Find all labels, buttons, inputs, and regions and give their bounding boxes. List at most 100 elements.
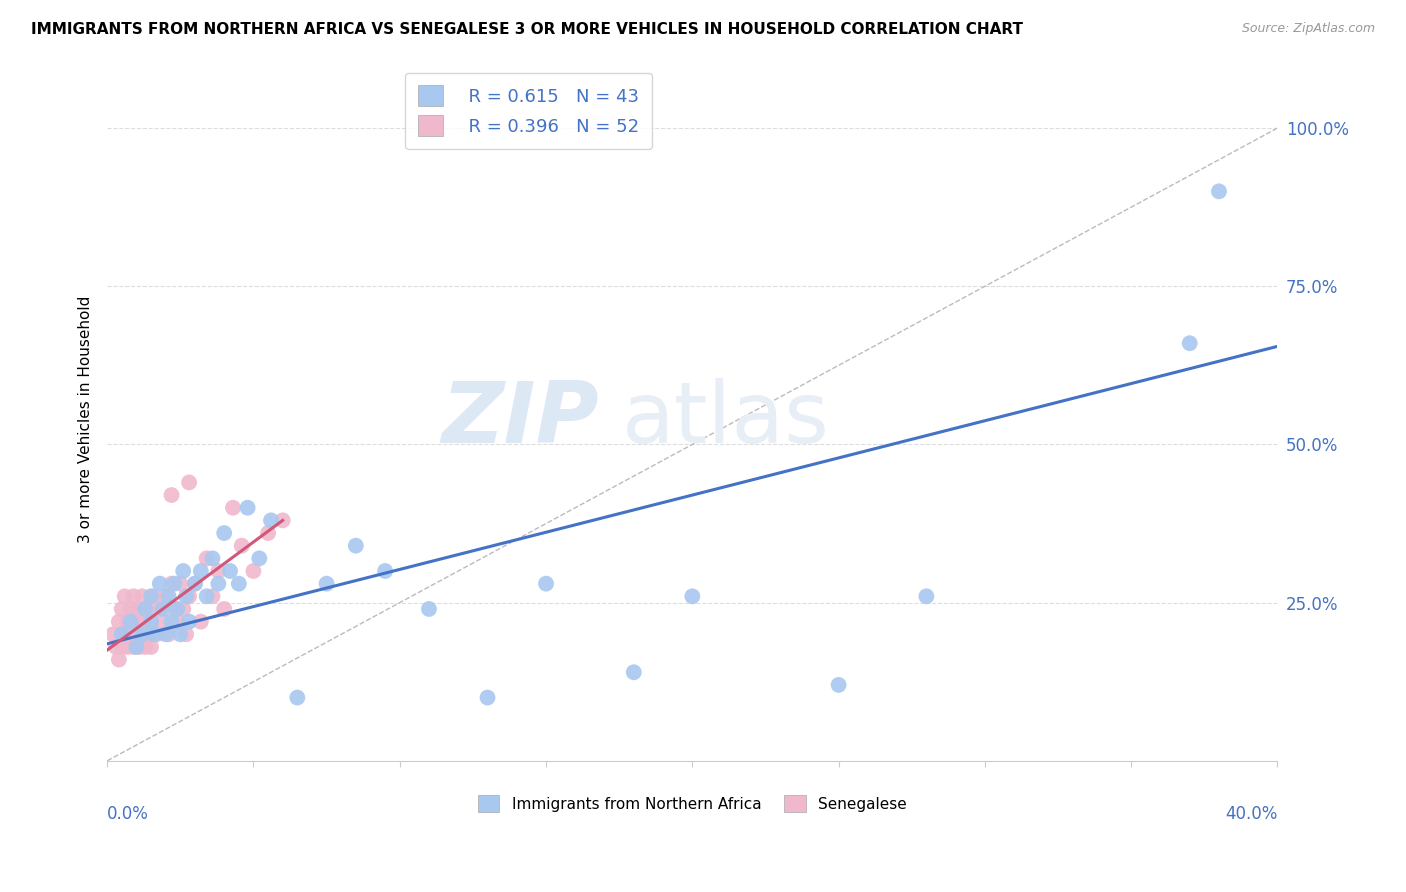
- Point: [1208, 185, 1230, 199]
- Point: [163, 602, 186, 616]
- Point: [125, 627, 148, 641]
- Point: [157, 627, 180, 641]
- Point: [166, 615, 188, 629]
- Y-axis label: 3 or more Vehicles in Household: 3 or more Vehicles in Household: [79, 295, 93, 543]
- Point: [139, 640, 162, 654]
- Point: [104, 640, 127, 654]
- Point: [134, 602, 156, 616]
- Point: [344, 539, 367, 553]
- Point: [534, 576, 557, 591]
- Point: [108, 615, 131, 629]
- Point: [131, 615, 153, 629]
- Point: [149, 602, 172, 616]
- Point: [120, 602, 142, 616]
- Point: [623, 665, 645, 680]
- Point: [114, 627, 136, 641]
- Point: [128, 615, 150, 629]
- Point: [681, 590, 703, 604]
- Point: [374, 564, 396, 578]
- Point: [271, 513, 294, 527]
- Point: [122, 590, 145, 604]
- Text: 40.0%: 40.0%: [1225, 805, 1278, 823]
- Point: [108, 652, 131, 666]
- Point: [236, 500, 259, 515]
- Point: [122, 640, 145, 654]
- Point: [117, 640, 139, 654]
- Point: [152, 615, 174, 629]
- Point: [111, 640, 134, 654]
- Point: [177, 590, 200, 604]
- Point: [160, 615, 183, 629]
- Point: [166, 602, 188, 616]
- Point: [257, 526, 280, 541]
- Point: [195, 551, 218, 566]
- Point: [477, 690, 499, 705]
- Point: [131, 590, 153, 604]
- Point: [172, 564, 194, 578]
- Point: [174, 627, 197, 641]
- Point: [190, 615, 212, 629]
- Point: [143, 627, 166, 641]
- Point: [260, 513, 283, 527]
- Point: [169, 627, 191, 641]
- Point: [195, 590, 218, 604]
- Point: [134, 602, 156, 616]
- Point: [155, 590, 177, 604]
- Point: [177, 475, 200, 490]
- Point: [915, 590, 938, 604]
- Point: [285, 690, 308, 705]
- Point: [139, 615, 162, 629]
- Point: [1178, 336, 1201, 351]
- Point: [111, 602, 134, 616]
- Point: [120, 627, 142, 641]
- Point: [212, 526, 235, 541]
- Point: [201, 551, 224, 566]
- Point: [149, 576, 172, 591]
- Point: [184, 576, 207, 591]
- Text: ZIP: ZIP: [441, 377, 599, 460]
- Point: [207, 564, 229, 578]
- Point: [160, 576, 183, 591]
- Point: [247, 551, 270, 566]
- Point: [201, 590, 224, 604]
- Point: [136, 602, 159, 616]
- Text: Source: ZipAtlas.com: Source: ZipAtlas.com: [1241, 22, 1375, 36]
- Point: [242, 564, 264, 578]
- Legend: Immigrants from Northern Africa, Senegalese: Immigrants from Northern Africa, Senegal…: [468, 786, 915, 822]
- Point: [212, 602, 235, 616]
- Point: [131, 627, 153, 641]
- Point: [139, 615, 162, 629]
- Point: [125, 640, 148, 654]
- Point: [172, 602, 194, 616]
- Point: [190, 564, 212, 578]
- Text: 0.0%: 0.0%: [107, 805, 149, 823]
- Point: [146, 627, 169, 641]
- Point: [184, 576, 207, 591]
- Point: [222, 500, 245, 515]
- Point: [136, 627, 159, 641]
- Point: [177, 615, 200, 629]
- Point: [125, 602, 148, 616]
- Point: [128, 640, 150, 654]
- Point: [169, 576, 191, 591]
- Point: [111, 627, 134, 641]
- Point: [155, 627, 177, 641]
- Point: [152, 602, 174, 616]
- Point: [117, 615, 139, 629]
- Point: [157, 590, 180, 604]
- Point: [207, 576, 229, 591]
- Point: [219, 564, 242, 578]
- Point: [163, 576, 186, 591]
- Point: [120, 615, 142, 629]
- Point: [315, 576, 337, 591]
- Text: atlas: atlas: [621, 377, 830, 460]
- Point: [160, 488, 183, 502]
- Point: [143, 590, 166, 604]
- Point: [101, 627, 124, 641]
- Point: [134, 640, 156, 654]
- Point: [114, 590, 136, 604]
- Text: IMMIGRANTS FROM NORTHERN AFRICA VS SENEGALESE 3 OR MORE VEHICLES IN HOUSEHOLD CO: IMMIGRANTS FROM NORTHERN AFRICA VS SENEG…: [31, 22, 1024, 37]
- Point: [174, 590, 197, 604]
- Point: [827, 678, 849, 692]
- Point: [228, 576, 250, 591]
